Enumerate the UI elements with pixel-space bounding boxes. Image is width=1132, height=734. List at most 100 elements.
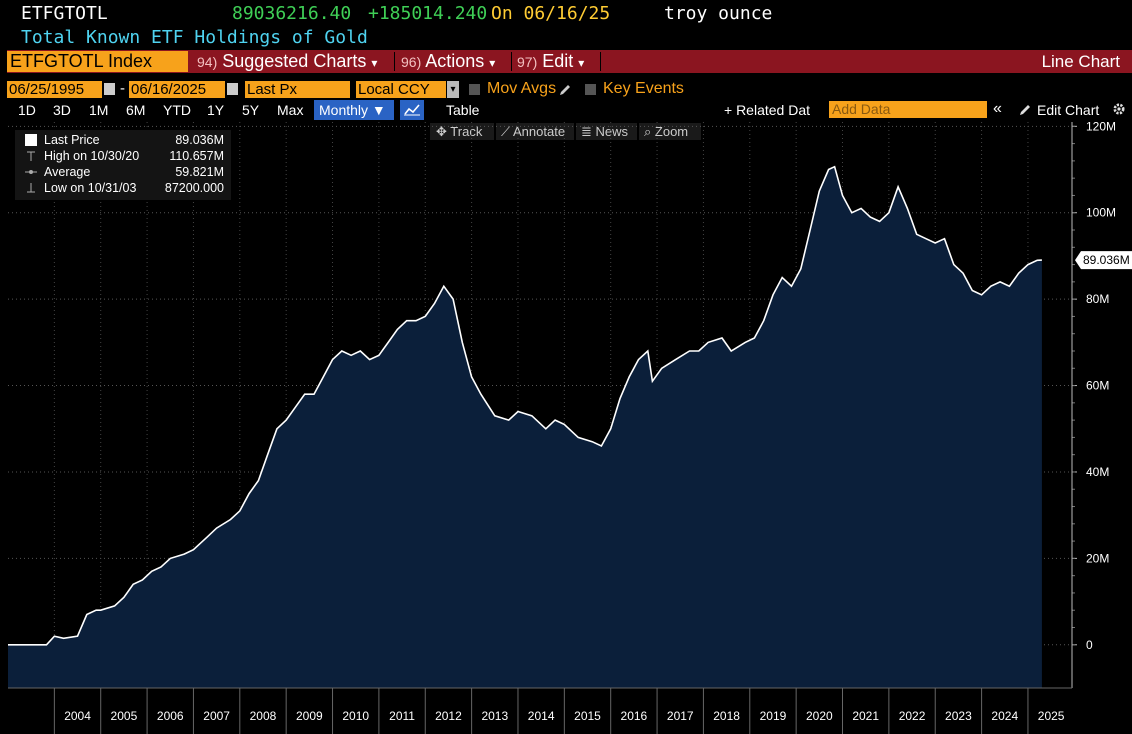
x-tick-label: 2017 [667, 709, 694, 723]
suggested-charts-number: 94) [197, 54, 218, 70]
unit-label: troy ounce [664, 3, 773, 24]
x-tick-label: 2010 [342, 709, 369, 723]
x-tick-label: 2015 [574, 709, 601, 723]
mov-avgs-label[interactable]: Mov Avgs [487, 80, 557, 97]
pencil-icon[interactable] [558, 83, 572, 97]
y-tick-label: 80M [1086, 292, 1109, 306]
x-tick-label: 2023 [945, 709, 972, 723]
holdings-line [8, 165, 1042, 646]
y-tick-label: 60M [1086, 379, 1109, 393]
x-tick-label: 2025 [1038, 709, 1065, 723]
zoom-label: Zoom [654, 124, 689, 139]
chart-type-label[interactable]: Line Chart [1041, 52, 1120, 71]
x-tick-label: 2024 [991, 709, 1018, 723]
currency-select[interactable]: Local CCY [356, 81, 446, 98]
y-tick-label: 120M [1086, 119, 1116, 133]
chevron-down-icon[interactable]: ▾ [447, 81, 459, 98]
legend-label: Low on 10/31/03 [44, 181, 137, 195]
legend-high: High on 10/30/20 110.657M [15, 148, 231, 164]
legend-value: 87200.000 [164, 181, 224, 195]
low-marker-icon [27, 183, 35, 193]
collapse-icon[interactable]: « [993, 100, 1002, 117]
actions-label: Actions [425, 51, 485, 71]
calendar-icon[interactable] [227, 83, 238, 95]
magnifier-icon: ⌕ [644, 124, 652, 139]
legend-label: Average [44, 165, 91, 179]
news-tool[interactable]: ≣ News [576, 123, 637, 140]
high-marker-icon [27, 151, 35, 161]
last-value-tag [1075, 251, 1132, 270]
y-tick-label: 100M [1086, 206, 1116, 220]
x-tick-label: 2018 [713, 709, 740, 723]
price-field-select[interactable]: Last Px [245, 81, 350, 98]
chevron-down-icon: ▾ [489, 56, 496, 70]
holdings-area [8, 166, 1042, 688]
as-of-date: On 06/16/25 [491, 3, 611, 24]
range-5y-button[interactable]: 5Y [242, 102, 260, 118]
edit-menu[interactable]: 97) Edit ▾ [517, 50, 584, 73]
x-tick-label: 2021 [852, 709, 879, 723]
x-tick-label: 2019 [760, 709, 787, 723]
periodicity-select[interactable]: Monthly ▼ [314, 100, 394, 120]
date-separator: - [120, 80, 125, 97]
last-value: 89036216.40 [232, 3, 352, 24]
add-data-input[interactable] [829, 101, 987, 118]
menu-bar [7, 50, 1132, 73]
zoom-tool[interactable]: ⌕ Zoom [639, 123, 701, 140]
menu-divider [511, 52, 512, 71]
mov-avgs-checkbox[interactable] [469, 84, 480, 95]
key-events-label[interactable]: Key Events [603, 80, 684, 97]
x-tick-label: 2011 [389, 709, 415, 723]
net-change: +185014.240 [368, 3, 488, 24]
legend-value: 110.657M [169, 149, 224, 163]
security-field[interactable]: ETFGTOTL Index [7, 51, 188, 72]
key-events-checkbox[interactable] [585, 84, 596, 95]
edit-chart-button[interactable]: Edit Chart [1037, 102, 1100, 118]
legend-value: 89.036M [175, 133, 224, 147]
range-6m-button[interactable]: 6M [126, 102, 146, 118]
x-tick-label: 2013 [481, 709, 508, 723]
legend-last-price[interactable]: Last Price 89.036M [15, 132, 231, 148]
range-1m-button[interactable]: 1M [89, 102, 109, 118]
actions-menu[interactable]: 96) Actions ▾ [401, 50, 495, 73]
chevron-down-icon: ▾ [578, 56, 585, 70]
line-chart-toggle[interactable] [400, 100, 424, 120]
range-3d-button[interactable]: 3D [53, 102, 71, 118]
x-tick-label: 2007 [203, 709, 230, 723]
security-description: Total Known ETF Holdings of Gold [21, 27, 368, 48]
range-ytd-button[interactable]: YTD [163, 102, 191, 118]
annotate-tool[interactable]: ⟋ Annotate [496, 123, 574, 140]
x-tick-label: 2012 [435, 709, 462, 723]
gear-icon[interactable] [1112, 102, 1126, 116]
end-date-field[interactable]: 06/16/2025 [129, 81, 225, 98]
suggested-charts-label: Suggested Charts [222, 51, 367, 71]
x-tick-label: 2008 [250, 709, 277, 723]
x-tick-label: 2004 [64, 709, 91, 723]
start-date-field[interactable]: 06/25/1995 [7, 81, 102, 98]
y-tick-label: 20M [1086, 551, 1109, 565]
legend-value: 59.821M [175, 165, 224, 179]
suggested-charts-menu[interactable]: 94) Suggested Charts ▾ [197, 50, 377, 73]
legend-average: Average 59.821M [15, 164, 231, 180]
news-label: News [595, 124, 629, 139]
pencil-icon[interactable] [1018, 103, 1032, 117]
track-tool[interactable]: ✥ Track [430, 123, 494, 140]
last-price-swatch [25, 134, 37, 146]
menu-divider [600, 52, 601, 71]
ticker-symbol[interactable]: ETFGTOTL [21, 3, 108, 24]
x-tick-label: 2009 [296, 709, 323, 723]
legend-label: Last Price [44, 133, 100, 147]
last-value-tag-label: 89.036M [1083, 253, 1130, 267]
range-max-button[interactable]: Max [277, 102, 304, 118]
range-1y-button[interactable]: 1Y [207, 102, 225, 118]
chevron-down-icon: ▾ [371, 56, 378, 70]
calendar-icon[interactable] [104, 83, 115, 95]
average-marker-icon [25, 170, 37, 174]
edit-number: 97) [517, 54, 538, 70]
table-button[interactable]: Table [446, 102, 480, 118]
menu-divider [394, 52, 395, 71]
actions-number: 96) [401, 54, 422, 70]
related-data-button[interactable]: + Related Dat [724, 102, 810, 118]
range-1d-button[interactable]: 1D [18, 102, 36, 118]
